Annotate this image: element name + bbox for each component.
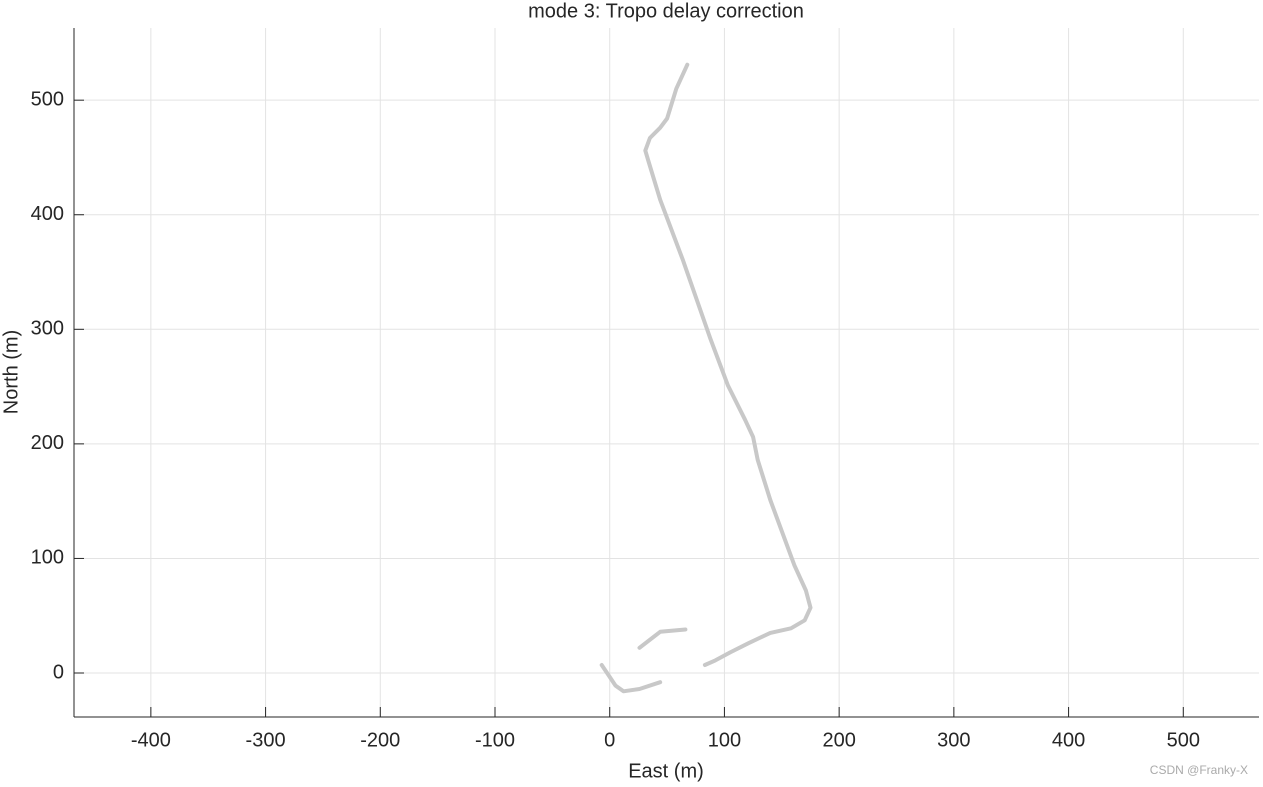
trajectory-line (599, 62, 813, 694)
x-tick-label: 500 (1167, 729, 1200, 751)
y-tick-label: 300 (31, 318, 64, 340)
chart-title: mode 3: Tropo delay correction (528, 0, 804, 22)
y-tick-label: 200 (31, 432, 64, 454)
x-tick-label: 0 (604, 729, 615, 751)
y-tick-label: 100 (31, 547, 64, 569)
x-tick-label: -200 (360, 729, 400, 751)
y-tick-label: 400 (31, 203, 64, 225)
x-tick-label: -400 (131, 729, 171, 751)
x-tick-label: 200 (822, 729, 855, 751)
x-axis-label: East (m) (628, 760, 704, 782)
y-tick-label: 500 (31, 88, 64, 110)
y-tick-label: 0 (53, 661, 64, 683)
x-tick-label: -100 (475, 729, 515, 751)
x-tick-label: 100 (708, 729, 741, 751)
x-tick-label: 400 (1052, 729, 1085, 751)
x-tick-label: -300 (246, 729, 286, 751)
y-axis-label: North (m) (0, 330, 22, 414)
watermark: CSDN @Franky-X (1150, 763, 1248, 777)
x-tick-label: 300 (937, 729, 970, 751)
